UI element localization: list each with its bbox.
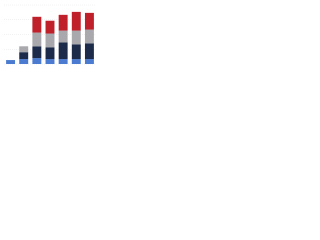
bar-segment (58, 42, 68, 60)
bar-segment (84, 29, 94, 44)
bar-segment (19, 52, 29, 60)
page: {"chart_data": {"type": "stacked-bar", "… (0, 0, 100, 71)
bar-segment (84, 59, 94, 64)
bar-segment (45, 59, 55, 64)
bar-segment (19, 46, 29, 53)
bar-segment (45, 47, 55, 60)
bar-segment (6, 60, 16, 64)
bar-segment (58, 14, 68, 31)
bar-segment (84, 43, 94, 60)
bar-segment (58, 30, 68, 43)
bar-segment (71, 11, 81, 31)
bar-segment (84, 12, 94, 30)
bar-segment (32, 58, 42, 64)
bar-segment (32, 16, 42, 33)
bar-segment (45, 33, 55, 48)
chart (4, 4, 96, 65)
bar-segment (19, 59, 29, 64)
bar-segment (71, 30, 81, 45)
bar-segment (45, 20, 55, 34)
bar-segment (58, 59, 68, 64)
bar-segment (71, 59, 81, 64)
bar-segment (32, 46, 42, 59)
bar-segment (32, 32, 42, 47)
bar-segment (71, 44, 81, 60)
